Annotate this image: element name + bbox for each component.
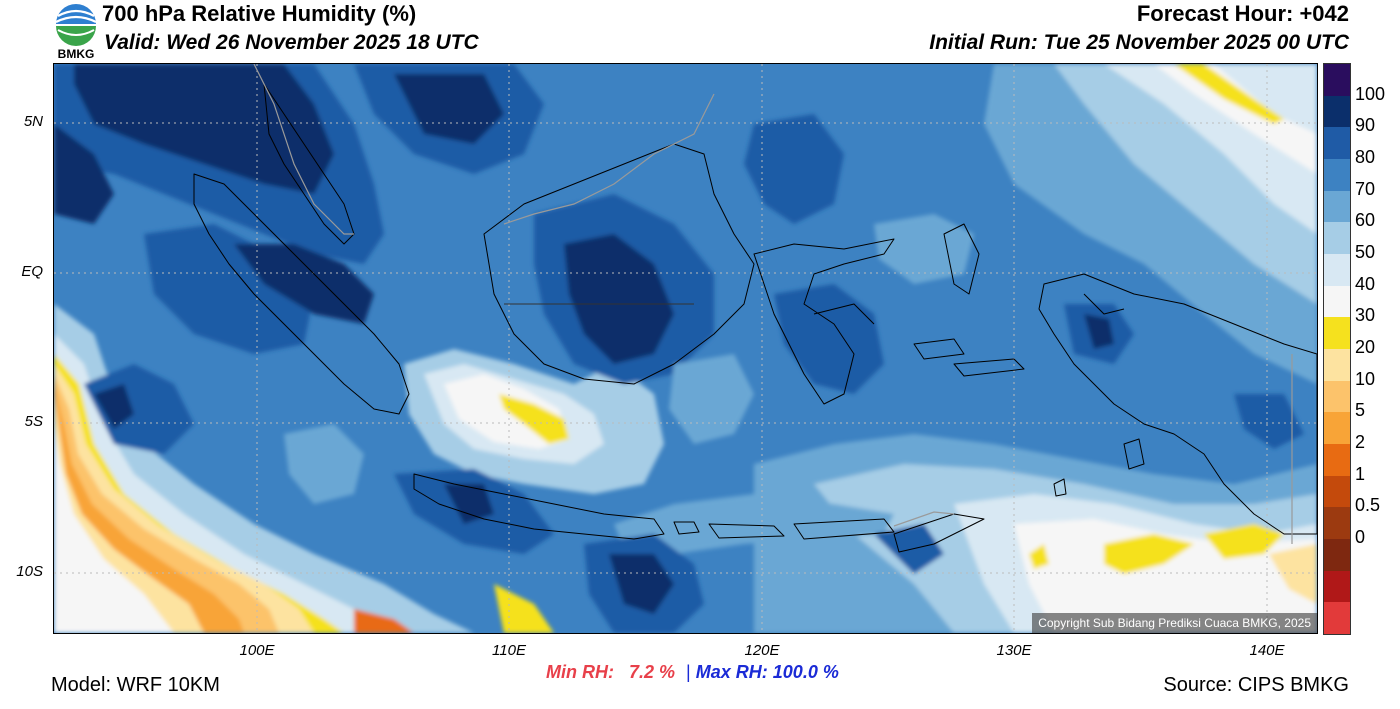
- stats-separator: |: [686, 662, 691, 682]
- colorbar-label: 10: [1355, 368, 1376, 389]
- lon-label-140e: 140E: [1249, 642, 1285, 659]
- colorbar-segment: [1324, 539, 1350, 572]
- colorbar-segment: [1324, 159, 1350, 192]
- lat-label-5s: 5S: [24, 413, 43, 430]
- colorbar-label: 0: [1355, 527, 1366, 547]
- colorbar-label: 2: [1355, 432, 1366, 452]
- bmkg-logo: BMKG: [52, 2, 100, 61]
- colorbar-label: 80: [1355, 147, 1376, 167]
- colorbar-segment: [1324, 190, 1350, 223]
- logo-text: BMKG: [58, 47, 95, 60]
- colorbar-segment: [1324, 127, 1350, 160]
- colorbar-segment: [1324, 570, 1350, 603]
- min-rh-label: Min RH:: [546, 662, 614, 682]
- map-title: 700 hPa Relative Humidity (%): [102, 1, 417, 26]
- colorbar-segment: [1324, 444, 1350, 477]
- colorbar-segment: [1324, 412, 1350, 445]
- colorbar-segment: [1324, 349, 1350, 382]
- colorbar-label: 30: [1355, 305, 1376, 326]
- colorbar-label: 50: [1355, 242, 1376, 262]
- model-label: Model: WRF 10KM: [51, 674, 220, 696]
- humidity-map: Copyright Sub Bidang Prediksi Cuaca BMKG…: [53, 63, 1318, 634]
- colorbar-label: 100: [1355, 83, 1386, 104]
- colorbar-segment: [1324, 507, 1350, 540]
- rh-stats: Min RH: 7.2 % | Max RH: 100.0 %: [546, 662, 839, 683]
- colorbar-label: 1: [1355, 463, 1366, 484]
- max-rh-label: Max RH:: [695, 662, 768, 682]
- lon-label-100e: 100E: [239, 642, 275, 659]
- colorbar-label: 40: [1355, 273, 1376, 294]
- lon-label-110e: 110E: [492, 642, 526, 659]
- colorbar: [1323, 63, 1351, 635]
- lat-label-eq: EQ: [21, 263, 43, 280]
- lat-label-5n: 5N: [23, 113, 43, 130]
- colorbar-label: 70: [1355, 178, 1376, 199]
- valid-time: Valid: Wed 26 November 2025 18 UTC: [104, 31, 479, 54]
- colorbar-segment: [1324, 380, 1350, 413]
- min-rh-value: 7.2 %: [629, 662, 676, 682]
- max-rh-value: 100.0 %: [772, 662, 839, 682]
- colorbar-label: 0.5: [1355, 495, 1381, 516]
- lon-label-120e: 120E: [744, 642, 780, 659]
- colorbar-label: 60: [1355, 210, 1376, 231]
- copyright-notice: Copyright Sub Bidang Prediksi Cuaca BMKG…: [1032, 613, 1317, 633]
- colorbar-segment: [1324, 602, 1350, 635]
- forecast-hour: Forecast Hour: +042: [1136, 1, 1349, 26]
- colorbar-segment: [1324, 95, 1350, 128]
- colorbar-segment: [1324, 64, 1350, 97]
- colorbar-segment: [1324, 475, 1350, 508]
- colorbar-segment: [1324, 222, 1350, 255]
- lat-label-10s: 10S: [16, 563, 43, 580]
- colorbar-segment: [1324, 254, 1350, 287]
- lon-label-130e: 130E: [996, 642, 1032, 659]
- colorbar-label: 90: [1355, 115, 1376, 136]
- colorbar-label: 5: [1355, 400, 1366, 421]
- source-label: Source: CIPS BMKG: [1163, 674, 1349, 696]
- colorbar-segment: [1324, 285, 1350, 318]
- colorbar-label: 20: [1355, 337, 1376, 357]
- initial-run: Initial Run: Tue 25 November 2025 00 UTC: [929, 31, 1349, 54]
- colorbar-segment: [1324, 317, 1350, 350]
